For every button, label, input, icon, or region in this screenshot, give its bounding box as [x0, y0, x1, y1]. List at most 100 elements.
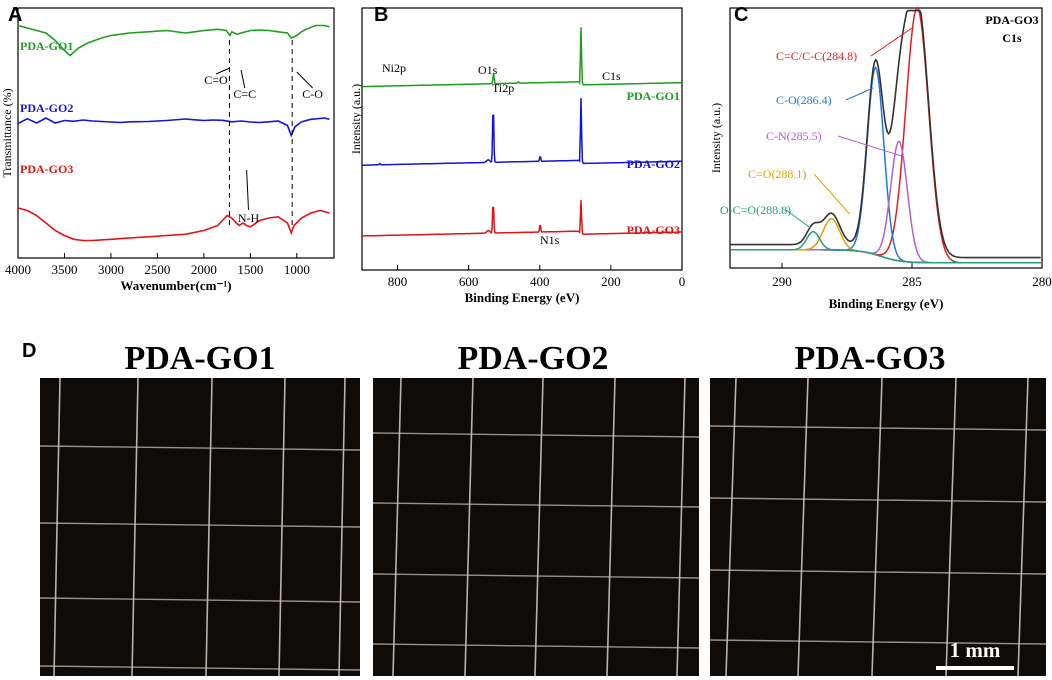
panel-label-d: D — [22, 340, 37, 362]
grid-pattern — [710, 378, 1046, 676]
x-tick-label: 280 — [1032, 274, 1052, 289]
x-axis-label: Binding Energy (eV) — [465, 290, 580, 305]
y-axis-label: Intensity (a.u.) — [352, 84, 363, 154]
grid-pattern — [40, 378, 360, 676]
photo-go2 — [373, 378, 699, 676]
legend-label-3: PDA-GO3 — [20, 162, 73, 176]
grid-line-vertical — [606, 378, 616, 676]
component-arrow — [845, 87, 874, 101]
scale-bar-label: 1 mm — [949, 638, 1001, 662]
grid-line-horizontal — [710, 569, 1046, 575]
plot-frame — [729, 7, 1043, 269]
series-line-3 — [362, 200, 682, 237]
grid-line-horizontal — [40, 445, 360, 451]
panel-label-c: C — [734, 4, 749, 26]
grid-line-horizontal — [710, 425, 1046, 431]
grid-line-vertical — [797, 378, 809, 676]
component-label: O-C=O(288.8) — [720, 203, 791, 217]
grid-line-horizontal — [710, 639, 1046, 645]
grid-line-horizontal — [373, 502, 699, 508]
component-arrow — [813, 173, 850, 215]
photo-go1 — [40, 378, 360, 676]
ftir-chart: 4000 3500 3000 2500 2000 1500 1000 Wavenumber(c… — [0, 7, 335, 293]
grid-line-horizontal — [40, 665, 360, 671]
chart-title: PDA-GO3 — [985, 13, 1038, 27]
plot-frame — [17, 7, 335, 259]
envelope-line — [730, 9, 1041, 259]
grid-line-vertical — [464, 378, 474, 676]
x-tick-label: 4000 — [5, 262, 31, 277]
x-tick-label: 2000 — [191, 262, 217, 277]
peak-annotation: C1s — [602, 69, 621, 83]
grid-line-vertical — [534, 378, 544, 676]
peak-annotation: Ti2p — [492, 81, 514, 95]
peak-annotation: N1s — [540, 233, 560, 247]
y-axis-label: Intensity (a.u.) — [709, 103, 723, 173]
grid-line-vertical — [945, 378, 957, 676]
annotation-arrow — [215, 67, 230, 75]
grid-line-horizontal — [373, 432, 699, 438]
y-axis-label: Transmittance (%) — [0, 88, 14, 177]
grid-line-vertical — [1017, 378, 1029, 676]
grid-line-vertical — [392, 378, 402, 676]
grid-line-horizontal — [40, 522, 360, 528]
component-arrow — [785, 209, 811, 229]
grid-line-vertical — [53, 378, 61, 676]
grid-line-horizontal — [710, 497, 1046, 503]
grid-line-vertical — [131, 378, 139, 676]
series-line-2 — [17, 117, 330, 138]
x-tick-label: 1500 — [237, 262, 263, 277]
photo-go3: 1 mm — [710, 378, 1046, 676]
photo-title-go3: PDA-GO3 — [794, 340, 946, 377]
x-tick-label: 200 — [601, 274, 621, 289]
series-line-1 — [362, 27, 682, 88]
x-tick-label: 3000 — [98, 262, 124, 277]
legend-label-2: PDA-GO2 — [627, 157, 680, 171]
legend-label-3: PDA-GO3 — [627, 223, 680, 237]
series-line-1 — [17, 24, 330, 57]
grid-line-vertical — [676, 378, 686, 676]
peak-annotation: C=C — [233, 87, 256, 101]
legend-label-2: PDA-GO2 — [20, 101, 73, 115]
peak-annotation: Ni2p — [382, 61, 406, 75]
component-label: C=C/C-C(284.8) — [776, 49, 857, 63]
x-axis-label: Binding Energy (eV) — [829, 296, 944, 311]
plot-frame — [361, 7, 683, 271]
x-axis-label: Wavenumber(cm⁻¹) — [120, 278, 231, 293]
peak-annotation: O1s — [478, 63, 498, 77]
panel-label-a: A — [8, 4, 23, 26]
annotation-arrow — [240, 69, 246, 89]
grid-line-horizontal — [373, 573, 699, 579]
x-tick-label: 285 — [902, 274, 922, 289]
grid-line-vertical — [205, 378, 213, 676]
x-tick-label: 3500 — [51, 262, 77, 277]
annotation-arrow — [246, 169, 249, 211]
x-tick-label: 600 — [459, 274, 479, 289]
series-line-3 — [17, 207, 330, 242]
x-tick-label: 290 — [772, 274, 792, 289]
component-label: C=O(288.1) — [748, 167, 806, 181]
grid-line-horizontal — [373, 643, 699, 649]
grid-line-vertical — [725, 378, 737, 676]
peak-annotation: N-H — [238, 211, 260, 225]
legend-label-1: PDA-GO1 — [627, 89, 680, 103]
peak-annotation: C-O — [302, 87, 323, 101]
grid-line-vertical — [871, 378, 883, 676]
chart-subtitle: C1s — [1002, 31, 1022, 45]
grid-line-horizontal — [40, 597, 360, 603]
xps-c1s-chart: 290 285 280 Binding Energy (eV) Intensity (a… — [709, 6, 1052, 311]
x-tick-label: 400 — [530, 274, 550, 289]
series-line-2 — [362, 97, 682, 166]
x-tick-label: 800 — [388, 274, 408, 289]
x-tick-label: 1000 — [284, 262, 310, 277]
annotation-arrow — [296, 71, 313, 89]
legend-label-1: PDA-GO1 — [20, 39, 73, 53]
component-arrow — [870, 27, 913, 57]
grid-pattern — [373, 378, 699, 676]
component-label: C-O(286.4) — [776, 93, 832, 107]
component-line — [730, 230, 1041, 264]
photo-title-go1: PDA-GO1 — [124, 340, 276, 377]
grid-line-vertical — [278, 378, 286, 676]
panel-label-b: B — [374, 4, 389, 26]
